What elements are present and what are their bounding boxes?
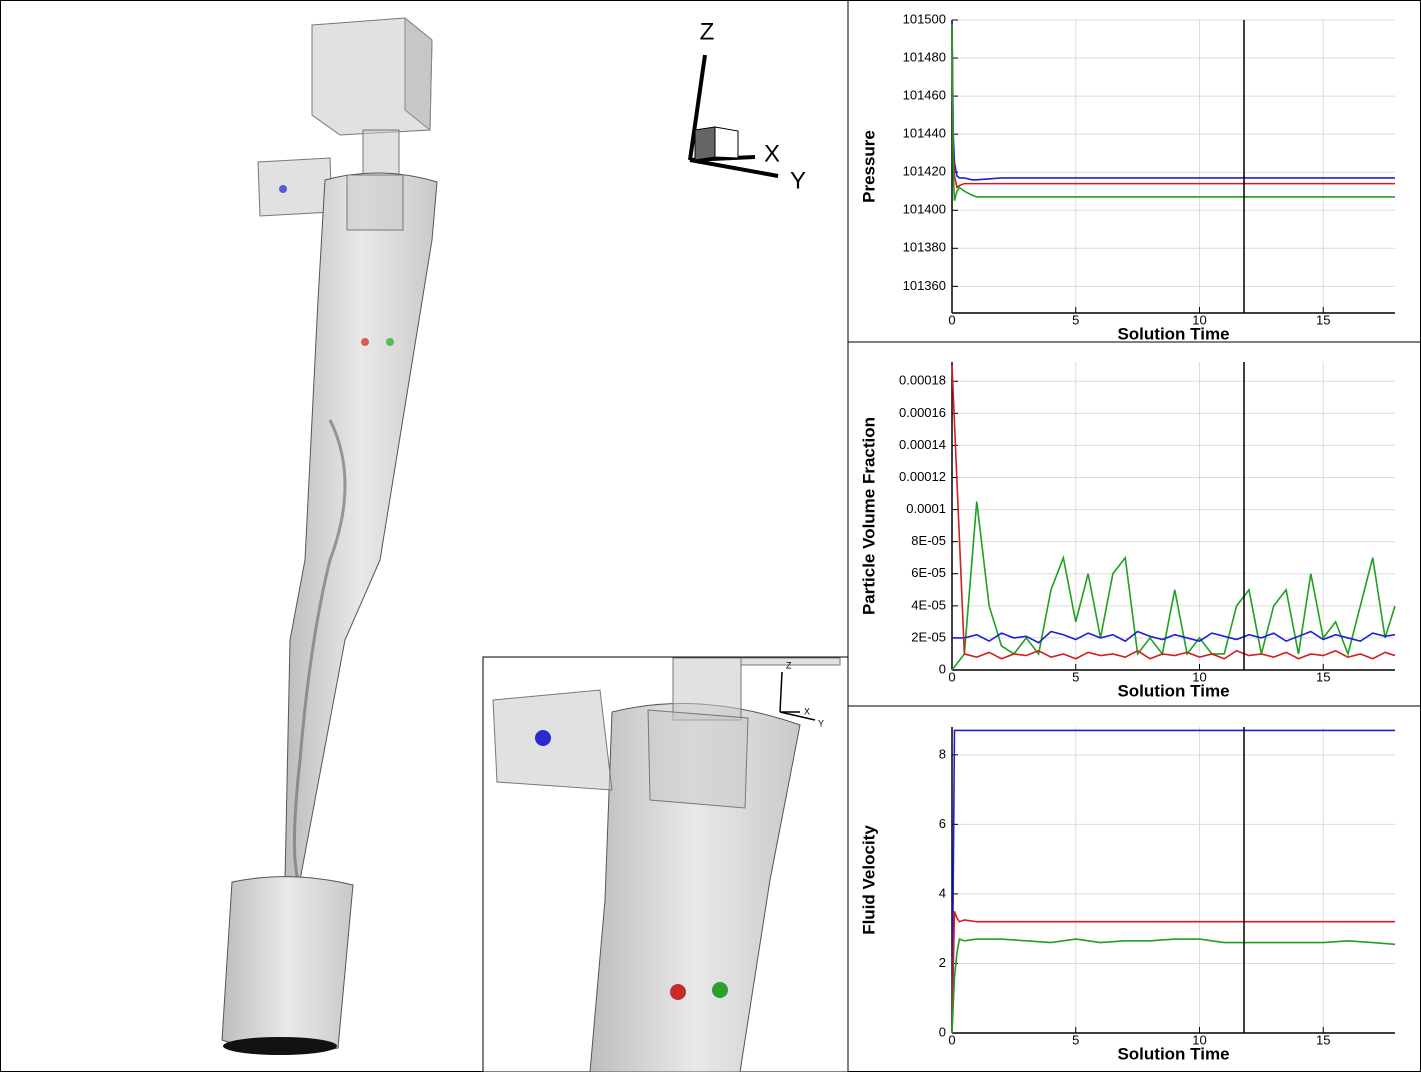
series-line [952,630,1396,644]
probe-red [361,338,369,346]
axis-y [689,158,779,178]
y-tick-label: 101380 [903,240,946,255]
x-tick-label: 10 [1192,312,1206,327]
inset-top-box [740,657,841,666]
series-line [951,911,1395,1034]
series-line [951,365,1396,660]
y-axis-title: Particle Volume Fraction [859,417,878,615]
axis-label: Y [790,167,806,194]
y-tick-label: 101460 [903,88,946,103]
x-tick-label: 15 [1316,669,1330,684]
y-tick-label: 0.00018 [899,373,946,388]
y-tick-label: 0 [939,661,946,676]
y-tick-label: 6E-05 [911,565,946,580]
collector [221,876,354,1053]
y-tick-label: 101500 [903,11,946,26]
x-tick-label: 0 [948,1032,955,1047]
x-tick-label: 0 [948,669,955,684]
x-tick-label: 5 [1072,312,1079,327]
inset-view: Z X Y [482,656,849,1072]
outlet-pipe [362,129,400,176]
y-tick-label: 101400 [903,202,946,217]
x-axis-title: Solution Time [1117,324,1229,343]
inlet-box [257,157,333,217]
x-tick-label: 0 [948,312,955,327]
series-line [951,29,1395,189]
axis-label: Z [786,660,792,670]
x-tick-label: 5 [1072,669,1079,684]
y-tick-label: 4 [939,885,946,900]
y-tick-label: 0.0001 [906,501,946,516]
inset-inlet [492,689,613,791]
axis-label: Z [700,18,715,45]
inset-finder [647,709,749,809]
y-tick-label: 8E-05 [911,533,946,548]
axis-cube [694,126,716,161]
probe-red [670,984,686,1000]
y-tick-label: 4E-05 [911,597,946,612]
series-line [951,19,1395,181]
collector-base [223,1037,337,1055]
y-tick-label: 101440 [903,126,946,141]
vortex-core [292,419,347,881]
y-tick-label: 2E-05 [911,629,946,644]
series-line [951,938,1396,1034]
axis-cube [714,126,739,159]
x-tick-label: 10 [1192,669,1206,684]
x-tick-label: 15 [1316,312,1330,327]
vortex-finder [346,174,404,231]
x-tick-label: 5 [1072,1032,1079,1047]
y-tick-label: 0.00016 [899,405,946,420]
x-tick-label: 10 [1192,1032,1206,1047]
axis-label: X [764,140,780,167]
series-line [951,501,1396,671]
probe-blue [279,185,287,193]
cyclone-body [284,172,438,881]
y-tick-label: 101480 [903,49,946,64]
inset-pipe [672,657,742,721]
probe-blue [535,730,551,746]
y-tick-label: 0.00012 [899,469,946,484]
x-tick-label: 15 [1316,1032,1330,1047]
probe-green [712,982,728,998]
axis-label: X [804,706,810,716]
y-tick-label: 0.00014 [899,437,946,452]
y-axis-title: Pressure [859,130,878,203]
cyclone-view: Z X Y [221,16,806,1055]
x-axis-title: Solution Time [1117,1044,1229,1063]
y-tick-label: 6 [939,816,946,831]
y-tick-label: 101360 [903,278,946,293]
top-box-side [404,16,433,132]
series-line [951,729,1395,1034]
probe-green [386,338,394,346]
y-tick-label: 101420 [903,164,946,179]
y-tick-label: 2 [939,955,946,970]
x-axis-title: Solution Time [1117,681,1229,700]
axis-z [688,54,707,161]
y-axis-title: Fluid Velocity [859,825,878,935]
axis-label: Y [818,718,824,728]
y-tick-label: 8 [939,746,946,761]
axis-y [779,711,816,721]
series-line [951,23,1395,201]
y-tick-label: 0 [939,1024,946,1039]
axis-z [779,671,783,713]
